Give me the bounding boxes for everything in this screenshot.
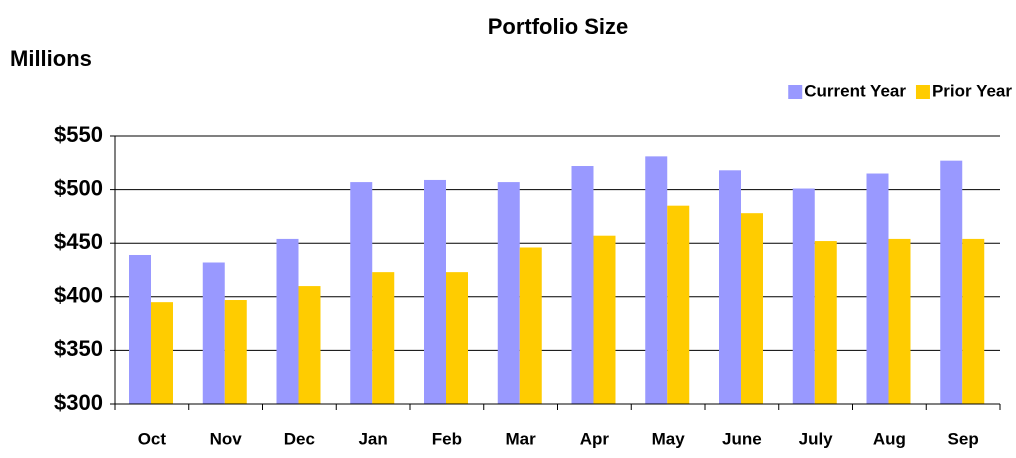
bar [962,238,985,404]
x-tick-label: Jan [358,429,387,448]
bar [792,188,815,404]
x-tick-label: Feb [432,429,462,448]
bar [866,173,889,404]
x-tick-label: Apr [580,429,610,448]
bar [888,238,911,404]
bar [151,302,173,404]
legend-label: Prior Year [932,81,1012,100]
bar [741,213,763,404]
bar [667,205,690,404]
legend-swatch [915,85,930,99]
legend-label: Current Year [804,81,906,100]
bar [497,182,520,404]
y-tick-label: $550 [54,122,103,147]
bar [298,286,321,404]
x-tick-label: Sep [948,429,979,448]
bar [129,254,151,404]
y-tick-label: $500 [54,175,103,200]
bar [424,179,446,404]
bar [276,238,299,404]
x-tick-label: Mar [506,429,537,448]
bar [593,235,616,404]
bar [224,300,247,404]
x-tick-label: Dec [284,429,315,448]
bar [350,182,373,404]
x-tick-label: Oct [138,429,167,448]
bar [571,166,594,404]
bar [372,272,395,404]
x-tick-label: July [799,429,834,448]
bar [446,272,468,404]
bar [645,156,668,404]
y-tick-label: $300 [54,390,103,415]
x-tick-label: Nov [210,429,243,448]
bar [814,241,837,404]
chart-title: Portfolio Size [488,14,629,39]
y-axis-label: Millions [10,46,92,71]
x-tick-label: Aug [873,429,906,448]
y-tick-label: $400 [54,283,103,308]
legend-swatch [788,85,803,99]
bar [519,247,542,404]
x-tick-label: June [722,429,762,448]
bar [202,262,225,404]
bar [940,160,963,404]
y-tick-label: $350 [54,336,103,361]
y-tick-label: $450 [54,229,103,254]
x-tick-label: May [652,429,686,448]
bar [719,170,741,404]
